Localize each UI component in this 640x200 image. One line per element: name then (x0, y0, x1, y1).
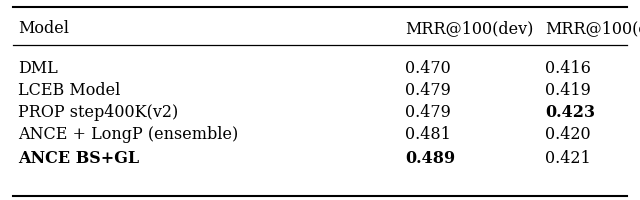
Text: 0.423: 0.423 (545, 104, 595, 121)
Text: LCEB Model: LCEB Model (18, 82, 120, 99)
Text: 0.420: 0.420 (545, 126, 591, 143)
Text: 0.479: 0.479 (405, 82, 451, 99)
Text: 0.481: 0.481 (405, 126, 451, 143)
Text: MRR@100(eval): MRR@100(eval) (545, 20, 640, 37)
Text: 0.479: 0.479 (405, 104, 451, 121)
Text: MRR@100(dev): MRR@100(dev) (405, 20, 533, 37)
Text: 0.489: 0.489 (405, 150, 455, 167)
Text: PROP step400K(v2): PROP step400K(v2) (18, 104, 179, 121)
Text: 0.421: 0.421 (545, 150, 591, 167)
Text: 0.416: 0.416 (545, 60, 591, 77)
Text: ANCE BS+GL: ANCE BS+GL (18, 150, 139, 167)
Text: ANCE + LongP (ensemble): ANCE + LongP (ensemble) (18, 126, 238, 143)
Text: 0.419: 0.419 (545, 82, 591, 99)
Text: Model: Model (18, 20, 69, 37)
Text: 0.470: 0.470 (405, 60, 451, 77)
Text: DML: DML (18, 60, 58, 77)
